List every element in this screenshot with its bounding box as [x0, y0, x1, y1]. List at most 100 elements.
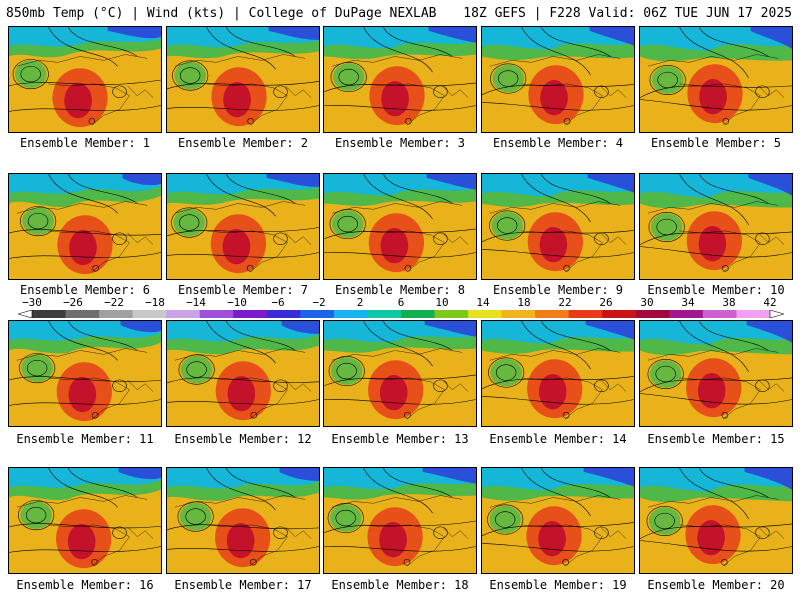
ensemble-member-label: Ensemble Member: 17: [174, 578, 312, 592]
color-scale-segment: [568, 310, 603, 318]
color-scale-segment: [132, 310, 167, 318]
temperature-map: [167, 321, 319, 426]
color-scale-segment: [233, 310, 268, 318]
ensemble-member-map: [166, 173, 320, 280]
ensemble-member-map: [639, 467, 793, 574]
temperature-map: [9, 468, 161, 573]
temperature-map: [640, 174, 792, 279]
ensemble-member-label: Ensemble Member: 7: [177, 283, 309, 297]
color-scale-tick-label: −18: [145, 296, 165, 309]
ensemble-member-label: Ensemble Member: 1: [19, 136, 151, 150]
color-scale-segment: [166, 310, 201, 318]
ensemble-member-map: [481, 26, 635, 133]
color-scale-segment: [501, 310, 536, 318]
color-scale-max-arrow: [769, 310, 784, 318]
color-scale-segment: [434, 310, 469, 318]
ensemble-member-map: [481, 467, 635, 574]
ensemble-member-label: Ensemble Member: 5: [650, 136, 782, 150]
color-scale-segment: [32, 310, 67, 318]
ensemble-member-map: [639, 26, 793, 133]
temperature-map: [324, 468, 476, 573]
temperature-map: [640, 321, 792, 426]
color-scale-tick-label: −6: [271, 296, 285, 309]
ensemble-member-map: [639, 320, 793, 427]
ensemble-member-label: Ensemble Member: 9: [492, 283, 624, 297]
temperature-map: [324, 321, 476, 426]
ensemble-member-map: [8, 320, 162, 427]
color-scale-tick-label: 18: [517, 296, 531, 309]
color-scale-tick-label: 22: [558, 296, 572, 309]
ensemble-member-label: Ensemble Member: 11: [16, 432, 154, 446]
color-scale-tick-label: 30: [640, 296, 654, 309]
temperature-map: [482, 321, 634, 426]
color-scale-segment: [199, 310, 234, 318]
temperature-map: [482, 27, 634, 132]
ensemble-member-map: [323, 320, 477, 427]
product-title: 850mb Temp (°C) | Wind (kts) | College o…: [6, 6, 437, 21]
ensemble-member-label: Ensemble Member: 13: [331, 432, 469, 446]
color-scale-segment: [266, 310, 301, 318]
color-scale: −30 −26 −22 −18 −14 −10 −6 −2 2 6 10 14 18 22 26 30 34 38…: [18, 296, 784, 318]
ensemble-member-label: Ensemble Member: 12: [174, 432, 312, 446]
ensemble-member-map: [323, 26, 477, 133]
color-scale-tick-label: −26: [63, 296, 83, 309]
color-scale-segment: [99, 310, 134, 318]
color-scale-segment: [300, 310, 335, 318]
ensemble-member-map: [481, 320, 635, 427]
color-scale-tick-label: −2: [312, 296, 326, 309]
ensemble-member-map: [639, 173, 793, 280]
temperature-map: [640, 468, 792, 573]
color-scale-segment: [669, 310, 704, 318]
ensemble-member-label: Ensemble Member: 14: [489, 432, 627, 446]
temperature-map: [482, 468, 634, 573]
temperature-map: [9, 174, 161, 279]
ensemble-member-map: [323, 467, 477, 574]
temperature-map: [167, 174, 319, 279]
ensemble-member-map: [8, 26, 162, 133]
color-scale-segment: [333, 310, 368, 318]
color-scale-segment: [468, 310, 503, 318]
color-scale-segment: [602, 310, 637, 318]
color-scale-tick-label: −22: [104, 296, 124, 309]
temperature-map: [9, 27, 161, 132]
ensemble-member-map: [8, 173, 162, 280]
ensemble-member-label: Ensemble Member: 4: [492, 136, 624, 150]
ensemble-member-map: [166, 26, 320, 133]
temperature-map: [167, 27, 319, 132]
ensemble-member-label: Ensemble Member: 20: [647, 578, 785, 592]
temperature-map: [9, 321, 161, 426]
ensemble-member-map: [166, 467, 320, 574]
color-scale-tick-label: 10: [435, 296, 449, 309]
header: 850mb Temp (°C) | Wind (kts) | College o…: [0, 0, 800, 26]
run-valid-time: 18Z GEFS | F228 Valid: 06Z TUE JUN 17 20…: [463, 6, 792, 21]
color-scale-min-arrow: [18, 310, 33, 318]
color-scale-tick-label: −30: [22, 296, 42, 309]
ensemble-member-label: Ensemble Member: 3: [334, 136, 466, 150]
color-scale-segment: [401, 310, 436, 318]
color-scale-tick-label: 42: [763, 296, 777, 309]
color-scale-tick-label: 34: [681, 296, 695, 309]
ensemble-member-label: Ensemble Member: 19: [489, 578, 627, 592]
color-scale-segment: [367, 310, 402, 318]
ensemble-member-map: [323, 173, 477, 280]
color-scale-tick-label: −14: [186, 296, 206, 309]
ensemble-member-label: Ensemble Member: 18: [331, 578, 469, 592]
color-scale-tick-label: 2: [356, 296, 364, 309]
temperature-map: [324, 174, 476, 279]
color-scale-tick-label: 38: [722, 296, 736, 309]
color-scale-segment: [736, 310, 771, 318]
color-scale-segment: [65, 310, 100, 318]
temperature-map: [640, 27, 792, 132]
color-scale-tick-label: 6: [397, 296, 405, 309]
temperature-map: [482, 174, 634, 279]
color-scale-segment: [635, 310, 670, 318]
color-scale-strip: [18, 310, 784, 318]
temperature-map: [167, 468, 319, 573]
color-scale-tick-label: −10: [227, 296, 247, 309]
ensemble-member-map: [166, 320, 320, 427]
ensemble-member-label: Ensemble Member: 6: [19, 283, 151, 297]
color-scale-segment: [535, 310, 570, 318]
ensemble-member-map: [8, 467, 162, 574]
color-scale-tick-label: 26: [599, 296, 613, 309]
color-scale-segment: [702, 310, 737, 318]
